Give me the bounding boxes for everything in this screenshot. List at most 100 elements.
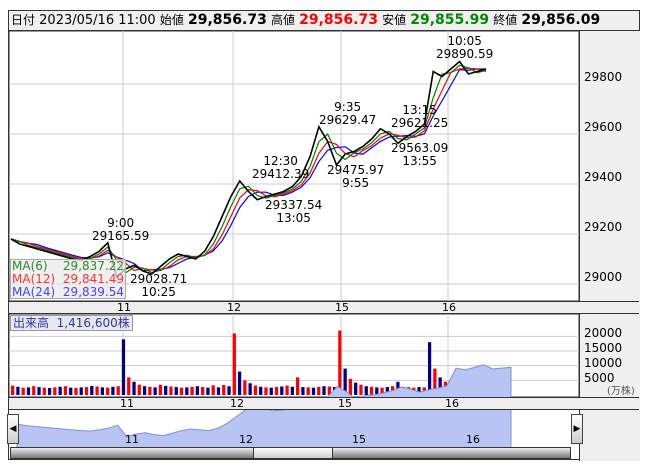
navigator-tick: 15 [352, 433, 366, 446]
volume-bar [11, 385, 15, 395]
volume-bar [322, 386, 326, 395]
volume-bar [32, 386, 36, 395]
chart-window: 日付 2023/05/16 11:00 始値 29,856.73 高値 29,8… [7, 10, 640, 461]
volume-bar [16, 386, 20, 395]
volume-bar [375, 387, 379, 395]
low-value: 29,855.99 [410, 12, 490, 28]
volume-bar [47, 387, 52, 395]
volume-bar [243, 380, 247, 395]
volume-bar [100, 387, 104, 395]
price-line [10, 60, 487, 279]
volume-bar [69, 387, 73, 395]
annotation: 13:15 29621.25 [391, 103, 449, 130]
volume-bar [190, 386, 194, 395]
volume-bar [317, 386, 321, 395]
volume-bar [58, 386, 62, 395]
volume-bar [132, 381, 136, 395]
ma6-line [10, 64, 487, 274]
date-label: 日付 [11, 13, 36, 27]
volume-bar [185, 387, 189, 395]
volume-unit: (万株) [607, 386, 635, 397]
volume-bar [158, 384, 163, 395]
volume-bar [127, 377, 131, 395]
volume-bar [121, 339, 126, 395]
volume-bar [195, 386, 199, 395]
volume-bar [174, 387, 178, 395]
annotation: 12:30 29412.39 [252, 154, 310, 181]
annotation: 10:05 29890.59 [436, 34, 494, 61]
volume-date-axis: 11 12 15 16 [9, 397, 639, 410]
volume-bar [364, 386, 368, 395]
volume-bar [216, 387, 221, 395]
volume-bar [116, 386, 120, 395]
navigator-tick: 12 [239, 433, 253, 446]
ma12-label: MA(12) [12, 272, 56, 286]
volume-bar [106, 387, 110, 395]
ma24-line [10, 68, 486, 272]
open-label: 始値 [159, 13, 184, 27]
scrollbar-thumb[interactable] [253, 448, 333, 458]
volume-bar [179, 387, 184, 395]
high-label: 高値 [270, 13, 295, 27]
volume-bar [53, 387, 57, 395]
ma12-line [10, 67, 487, 272]
navigator-tick: 16 [466, 433, 480, 446]
volume-tick: 20000 [584, 326, 623, 340]
volume-bar [327, 386, 331, 395]
volume-bar [42, 387, 46, 395]
volume-bar [95, 386, 99, 395]
high-value: 29,856.73 [299, 12, 378, 28]
volume-bar [311, 387, 316, 395]
volume-bar [248, 383, 252, 395]
volume-bar [26, 387, 31, 395]
volume-bar [259, 386, 263, 395]
navigator-tick: 11 [125, 433, 139, 446]
volume-bar [153, 387, 157, 395]
volume-bar [111, 386, 115, 395]
price-date-axis: 11 12 15 16 [9, 301, 639, 314]
volume-bar [74, 387, 78, 395]
volume-bar [79, 387, 83, 395]
volume-tick: 5000 [584, 371, 615, 385]
scroll-left-button[interactable]: ◀ [7, 414, 19, 444]
volume-header: 出来高 1,416,600株 [10, 315, 133, 331]
volume-bar [417, 387, 421, 395]
volume-bar [253, 385, 258, 395]
volume-bar [37, 387, 41, 395]
volume-bar [359, 384, 363, 395]
volume-bar [21, 387, 25, 395]
volume-bar [380, 387, 384, 395]
volume-bar [274, 387, 279, 395]
volume-bar [348, 378, 353, 395]
volume-tick: 15000 [584, 341, 623, 355]
volume-bar [237, 371, 242, 395]
volume-bar [285, 385, 289, 395]
scroll-right-button[interactable]: ▶ [571, 414, 583, 444]
date-tick: 15 [335, 301, 349, 314]
close-label: 終値 [493, 13, 518, 27]
datetime: 2023/05/16 11:00 [39, 13, 156, 28]
volume-bar [438, 377, 442, 395]
ohlc-header: 日付 2023/05/16 11:00 始値 29,856.73 高値 29,8… [9, 11, 639, 31]
annotation: 29475.97 9:55 [327, 163, 385, 190]
volume-bar [201, 387, 205, 395]
volume-bar [142, 386, 147, 395]
open-value: 29,856.73 [187, 12, 267, 28]
volume-bar [343, 368, 347, 395]
close-value: 29,856.09 [521, 12, 601, 28]
volume-bar [148, 386, 152, 395]
volume-tick: 10000 [584, 356, 623, 370]
volume-bar [369, 386, 374, 395]
volume-bar [280, 386, 284, 395]
ma6-value: 29,837.22 [62, 259, 124, 273]
annotation: 29563.09 13:55 [391, 141, 449, 168]
scrollbar[interactable] [10, 447, 571, 459]
volume-bar [232, 333, 236, 395]
volume-bar [169, 386, 173, 395]
volume-bar [427, 342, 432, 395]
volume-bar [211, 385, 215, 395]
price-tick: 29200 [584, 220, 623, 234]
volume-bar [269, 387, 273, 395]
price-tick: 29600 [584, 120, 623, 134]
ma24-value: 29,839.54 [62, 285, 124, 299]
